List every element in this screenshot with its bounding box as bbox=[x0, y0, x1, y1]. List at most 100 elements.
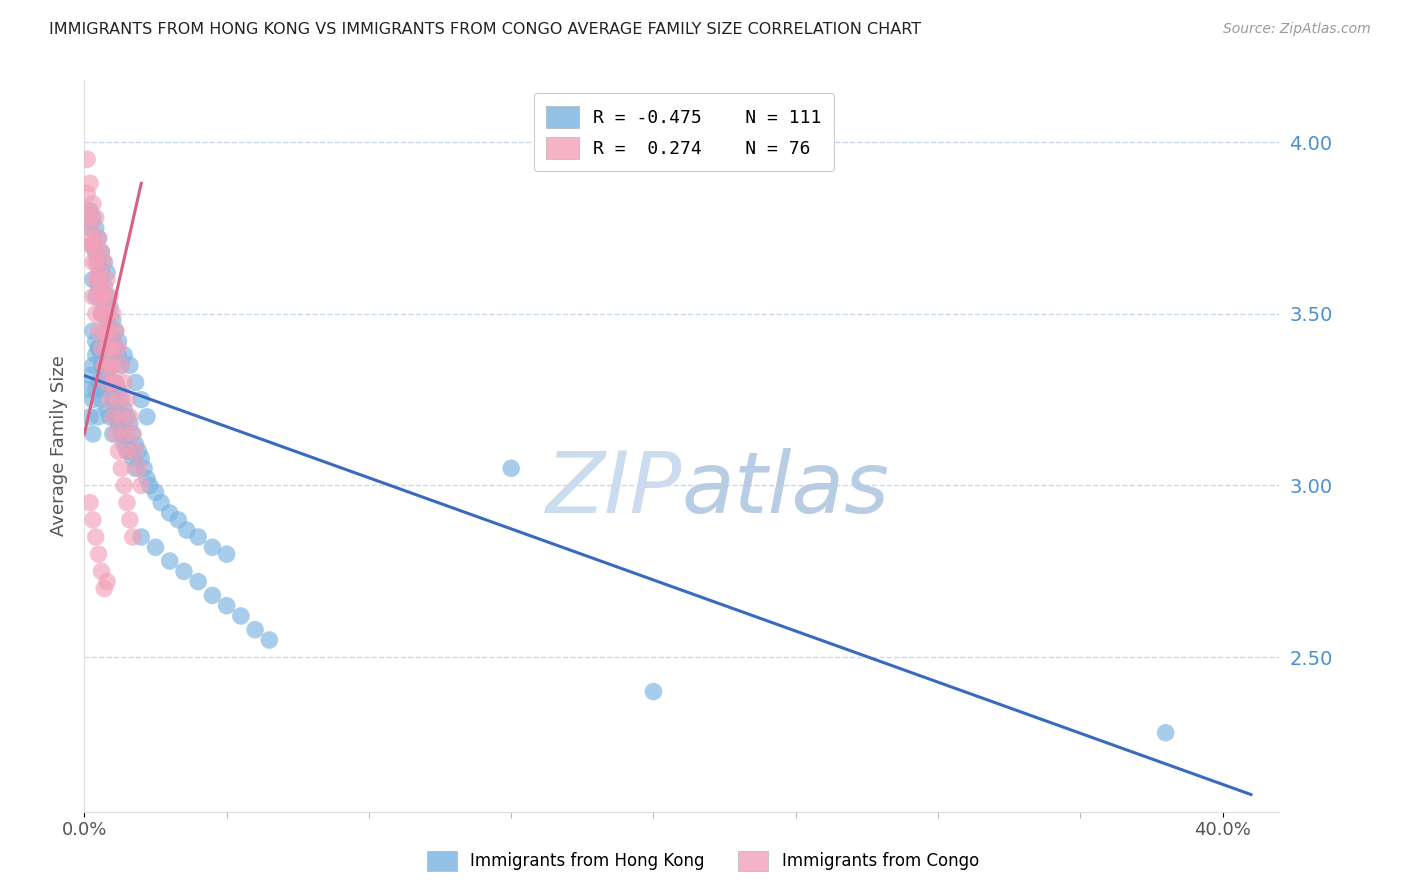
Point bbox=[84, 244, 107, 259]
Point bbox=[107, 348, 129, 362]
Point bbox=[121, 427, 143, 442]
Point bbox=[96, 313, 118, 327]
Point bbox=[79, 238, 101, 252]
Point bbox=[112, 376, 135, 390]
Point bbox=[87, 231, 110, 245]
Point bbox=[90, 244, 112, 259]
Point bbox=[101, 359, 124, 373]
Point bbox=[98, 341, 121, 355]
Point bbox=[107, 444, 129, 458]
Point bbox=[124, 376, 146, 390]
Point bbox=[115, 409, 138, 424]
Point bbox=[90, 392, 112, 407]
Point bbox=[145, 541, 167, 555]
Point bbox=[110, 392, 132, 407]
Point bbox=[98, 376, 121, 390]
Point bbox=[98, 359, 121, 373]
Point bbox=[259, 633, 281, 648]
Text: Source: ZipAtlas.com: Source: ZipAtlas.com bbox=[1223, 22, 1371, 37]
Point bbox=[82, 427, 104, 442]
Point bbox=[167, 513, 190, 527]
Point bbox=[76, 186, 98, 201]
Point bbox=[93, 348, 115, 362]
Point bbox=[79, 409, 101, 424]
Point bbox=[104, 409, 127, 424]
Text: IMMIGRANTS FROM HONG KONG VS IMMIGRANTS FROM CONGO AVERAGE FAMILY SIZE CORRELATI: IMMIGRANTS FROM HONG KONG VS IMMIGRANTS … bbox=[49, 22, 921, 37]
Point bbox=[96, 307, 118, 321]
Point bbox=[101, 341, 124, 355]
Point bbox=[201, 588, 224, 602]
Point bbox=[98, 324, 121, 338]
Point bbox=[101, 313, 124, 327]
Point bbox=[107, 409, 129, 424]
Point bbox=[124, 461, 146, 475]
Point bbox=[96, 290, 118, 304]
Point bbox=[107, 341, 129, 355]
Point bbox=[101, 376, 124, 390]
Point bbox=[93, 255, 115, 269]
Point bbox=[215, 599, 238, 613]
Point bbox=[93, 307, 115, 321]
Point bbox=[101, 392, 124, 407]
Point bbox=[104, 324, 127, 338]
Point bbox=[98, 409, 121, 424]
Point bbox=[110, 359, 132, 373]
Point bbox=[107, 417, 129, 431]
Point bbox=[121, 530, 143, 544]
Point bbox=[124, 444, 146, 458]
Point bbox=[115, 437, 138, 451]
Point bbox=[79, 368, 101, 383]
Point bbox=[90, 341, 112, 355]
Point bbox=[93, 382, 115, 396]
Point bbox=[87, 376, 110, 390]
Point bbox=[136, 472, 159, 486]
Point bbox=[93, 359, 115, 373]
Point bbox=[93, 324, 115, 338]
Point bbox=[96, 368, 118, 383]
Point bbox=[176, 523, 198, 537]
Point bbox=[84, 211, 107, 225]
Point bbox=[90, 266, 112, 280]
Point bbox=[98, 290, 121, 304]
Point bbox=[187, 530, 209, 544]
Point bbox=[84, 221, 107, 235]
Point bbox=[90, 348, 112, 362]
Point bbox=[87, 324, 110, 338]
Point bbox=[76, 382, 98, 396]
Point bbox=[643, 684, 665, 698]
Point bbox=[82, 290, 104, 304]
Point bbox=[98, 324, 121, 338]
Point bbox=[101, 427, 124, 442]
Point bbox=[87, 266, 110, 280]
Point bbox=[101, 359, 124, 373]
Point bbox=[98, 382, 121, 396]
Point bbox=[129, 530, 152, 544]
Legend: R = -0.475    N = 111, R =  0.274    N = 76: R = -0.475 N = 111, R = 0.274 N = 76 bbox=[534, 93, 834, 171]
Point bbox=[112, 437, 135, 451]
Point bbox=[104, 427, 127, 442]
Text: atlas: atlas bbox=[682, 449, 890, 532]
Point bbox=[90, 565, 112, 579]
Point bbox=[136, 409, 159, 424]
Point bbox=[84, 255, 107, 269]
Point bbox=[79, 496, 101, 510]
Point bbox=[159, 554, 181, 568]
Point bbox=[1154, 725, 1177, 739]
Point bbox=[110, 417, 132, 431]
Point bbox=[104, 376, 127, 390]
Point bbox=[82, 513, 104, 527]
Point bbox=[150, 496, 173, 510]
Point bbox=[93, 300, 115, 314]
Point bbox=[96, 574, 118, 589]
Point bbox=[79, 221, 101, 235]
Y-axis label: Average Family Size: Average Family Size bbox=[49, 356, 67, 536]
Point bbox=[93, 279, 115, 293]
Point bbox=[93, 255, 115, 269]
Point bbox=[229, 609, 252, 624]
Point bbox=[76, 203, 98, 218]
Point bbox=[107, 382, 129, 396]
Point bbox=[96, 324, 118, 338]
Point bbox=[93, 582, 115, 596]
Point bbox=[96, 403, 118, 417]
Point bbox=[139, 478, 162, 492]
